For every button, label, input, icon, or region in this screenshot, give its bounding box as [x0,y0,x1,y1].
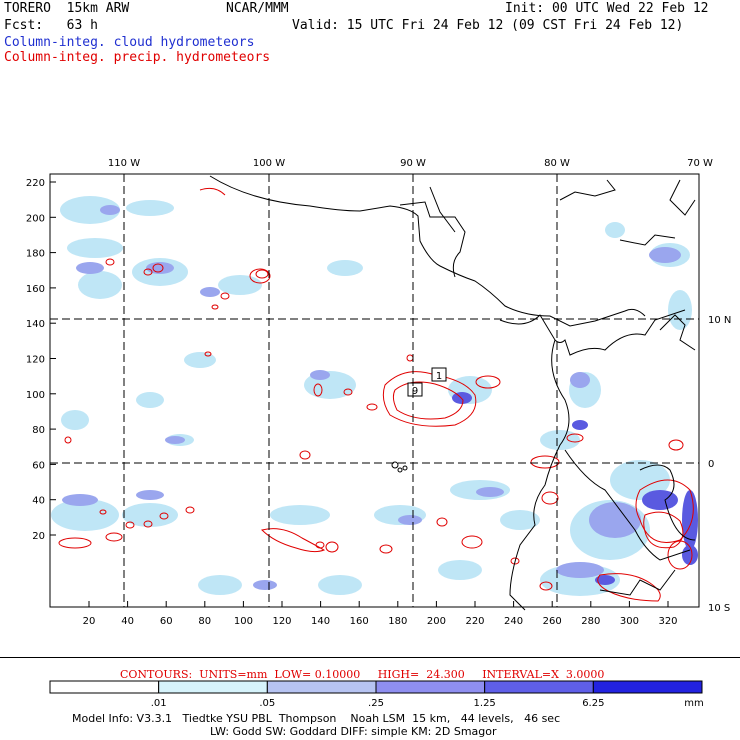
right-latitude-labels: 10 N 0 10 S [708,315,731,614]
contour-label-1: 1 [436,371,442,382]
y-tick-label: 120 [26,355,45,366]
y-tick-label: 180 [26,249,45,260]
lat-label: 10 S [708,603,730,614]
lon-label: 100 W [253,158,285,169]
y-tick-label: 100 [26,390,45,401]
x-tick-label: 60 [160,616,173,627]
x-tick-label: 280 [581,616,600,627]
contour-label-box-9 [407,382,423,397]
x-tick-label: 100 [234,616,253,627]
lon-label: 80 W [544,158,570,169]
valid-time: Valid: 15 UTC Fri 24 Feb 12 (09 CST Fri … [292,18,684,33]
y-tick-label: 140 [26,319,45,330]
lon-label: 110 W [108,158,140,169]
lon-label: 90 W [400,158,426,169]
x-tick-label: 120 [272,616,291,627]
x-tick-label: 180 [388,616,407,627]
x-tick-label: 220 [465,616,484,627]
lon-label: 70 W [687,158,713,169]
footer-model-info: Model Info: V3.3.1 Tiedtke YSU PBL Thomp… [72,712,561,725]
y-tick-label: 20 [32,531,45,542]
x-tick-label: 80 [198,616,211,627]
precip-contours [58,187,694,602]
cloud-shading [51,196,698,596]
lat-lon-gridlines [50,174,699,607]
y-tick-label: 220 [26,178,45,189]
y-tick-label: 200 [26,213,45,224]
lat-label: 10 N [708,315,731,326]
x-tick-label: 160 [350,616,369,627]
org-label: NCAR/MMM [226,1,289,16]
field-precip-label: Column-integ. precip. hydrometeors [4,50,271,65]
y-tick-label: 80 [32,425,45,436]
y-tick-label: 40 [32,496,45,507]
footer-physics-info: LW: Godd SW: Goddard DIFF: simple KM: 2D… [210,725,497,738]
x-tick-label: 20 [83,616,96,627]
lat-label: 0 [708,459,714,470]
y-tick-label: 160 [26,284,45,295]
forecast-hour: Fcst: 63 h [4,18,98,33]
x-tick-label: 200 [427,616,446,627]
contour-label-9: 9 [412,386,418,397]
y-axis: 220 200 180 160 140 120 100 80 60 40 20 [26,178,56,542]
x-tick-label: 320 [658,616,677,627]
contour-label-box-1 [431,367,447,382]
model-title: TORERO 15km ARW [4,1,130,16]
top-longitude-labels: 110 W 100 W 90 W 80 W 70 W [108,158,713,169]
x-tick-label: 40 [121,616,134,627]
field-cloud-label: Column-integ. cloud hydrometeors [4,35,255,50]
x-axis: 20 40 60 80 100 120 140 160 180 200 220 240 260 280 30… [83,601,678,627]
separator-line [0,657,740,658]
x-tick-label: 240 [504,616,523,627]
coastlines [209,175,696,611]
y-tick-label: 60 [32,460,45,471]
x-tick-label: 260 [543,616,562,627]
x-tick-label: 140 [311,616,330,627]
contours-info: CONTOURS: UNITS=mm LOW= 0.10000 HIGH= 24… [120,668,605,681]
init-time: Init: 00 UTC Wed 22 Feb 12 [505,1,709,16]
x-tick-label: 300 [620,616,639,627]
